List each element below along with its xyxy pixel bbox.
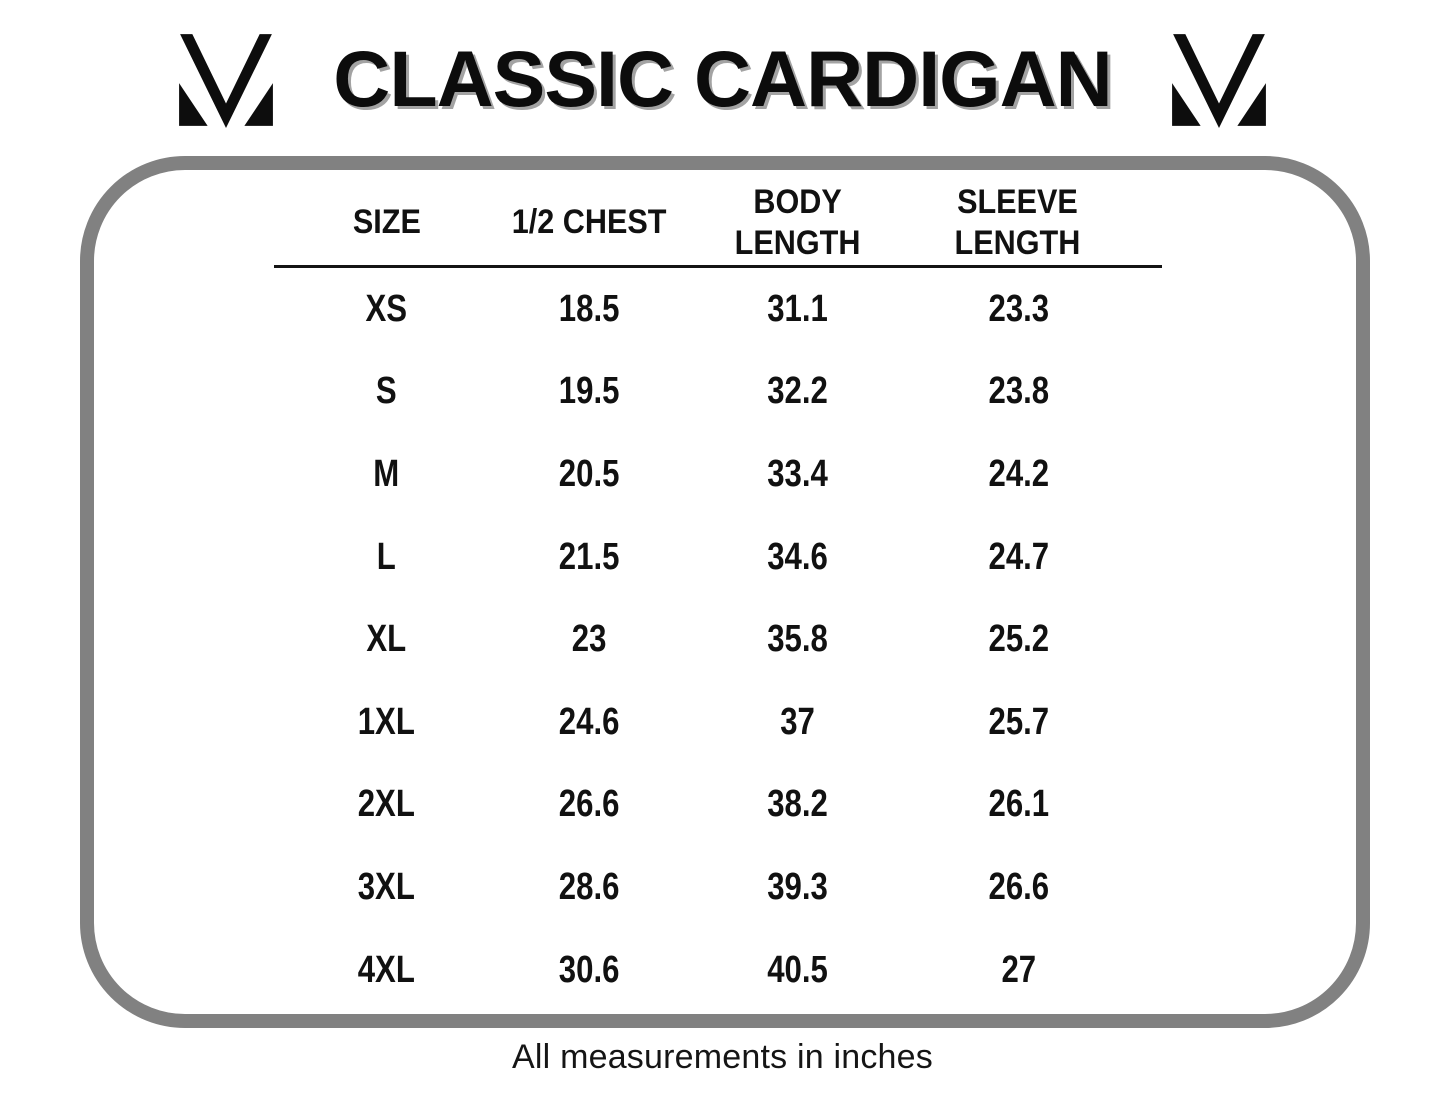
size-cell: L xyxy=(376,535,396,578)
table-row-l: L 21.5 34.6 24.7 xyxy=(274,516,1162,599)
table-row-xl: XL 23 35.8 25.2 xyxy=(274,598,1162,681)
table-row-2xl: 2XL 26.6 38.2 26.1 xyxy=(274,764,1162,847)
column-header-sleeve-length: SLEEVE LENGTH xyxy=(955,183,1081,262)
body-length-cell: 31.1 xyxy=(767,287,829,330)
body-length-cell: 34.6 xyxy=(767,535,829,578)
measurement-note: All measurements in inches xyxy=(512,1038,933,1076)
sleeve-length-cell: 23.8 xyxy=(988,370,1050,413)
sleeve-length-cell: 26.1 xyxy=(988,783,1050,826)
table-row-1xl: 1XL 24.6 37 25.7 xyxy=(274,681,1162,764)
sleeve-length-cell: 25.7 xyxy=(988,700,1050,743)
body-length-cell: 38.2 xyxy=(767,783,829,826)
table-header-row: SIZE 1/2 CHEST BODY LENGTH SLEEVE LENGTH xyxy=(274,180,1162,268)
sleeve-length-cell: 24.2 xyxy=(988,452,1050,495)
column-header-size: SIZE xyxy=(352,203,421,242)
brand-m-logo-icon xyxy=(175,30,277,128)
column-header-half-chest: 1/2 CHEST xyxy=(511,203,667,242)
sleeve-length-cell: 27 xyxy=(1001,948,1037,991)
half-chest-cell: 23 xyxy=(571,618,607,661)
half-chest-cell: 24.6 xyxy=(558,700,620,743)
table-row-4xl: 4XL 30.6 40.5 27 xyxy=(274,929,1162,1012)
header: CLASSIC CARDIGAN xyxy=(0,20,1445,138)
half-chest-cell: 26.6 xyxy=(558,783,620,826)
half-chest-cell: 30.6 xyxy=(558,948,620,991)
column-header-body-length: BODY LENGTH xyxy=(734,183,861,262)
half-chest-cell: 20.5 xyxy=(558,452,620,495)
table-row-m: M 20.5 33.4 24.2 xyxy=(274,433,1162,516)
size-cell: S xyxy=(375,370,397,413)
size-cell: XS xyxy=(365,287,408,330)
size-cell: 3XL xyxy=(357,865,415,908)
half-chest-cell: 28.6 xyxy=(558,865,620,908)
body-length-cell: 33.4 xyxy=(767,452,829,495)
body-length-cell: 37 xyxy=(780,700,816,743)
table-row-3xl: 3XL 28.6 39.3 26.6 xyxy=(274,846,1162,929)
sleeve-length-cell: 23.3 xyxy=(988,287,1050,330)
size-cell: 1XL xyxy=(357,700,415,743)
size-cell: M xyxy=(373,452,400,495)
half-chest-cell: 19.5 xyxy=(558,370,620,413)
page-title: CLASSIC CARDIGAN xyxy=(333,34,1112,123)
table-frame xyxy=(80,156,1370,1028)
sleeve-length-cell: 26.6 xyxy=(988,865,1050,908)
body-length-cell: 40.5 xyxy=(767,948,829,991)
body-length-cell: 35.8 xyxy=(767,618,829,661)
size-cell: XL xyxy=(366,618,407,661)
half-chest-cell: 18.5 xyxy=(558,287,620,330)
table-body: XS 18.5 31.1 23.3 S 19.5 32.2 23.8 M 20.… xyxy=(274,268,1162,1011)
size-chart-table: SIZE 1/2 CHEST BODY LENGTH SLEEVE LENGTH… xyxy=(274,180,1162,1011)
sleeve-length-cell: 25.2 xyxy=(988,618,1050,661)
table-row-xs: XS 18.5 31.1 23.3 xyxy=(274,268,1162,351)
half-chest-cell: 21.5 xyxy=(558,535,620,578)
body-length-cell: 39.3 xyxy=(767,865,829,908)
sleeve-length-cell: 24.7 xyxy=(988,535,1050,578)
size-cell: 2XL xyxy=(357,783,415,826)
table-row-s: S 19.5 32.2 23.8 xyxy=(274,351,1162,434)
size-cell: 4XL xyxy=(357,948,415,991)
brand-m-logo-icon xyxy=(1168,30,1270,128)
body-length-cell: 32.2 xyxy=(767,370,829,413)
